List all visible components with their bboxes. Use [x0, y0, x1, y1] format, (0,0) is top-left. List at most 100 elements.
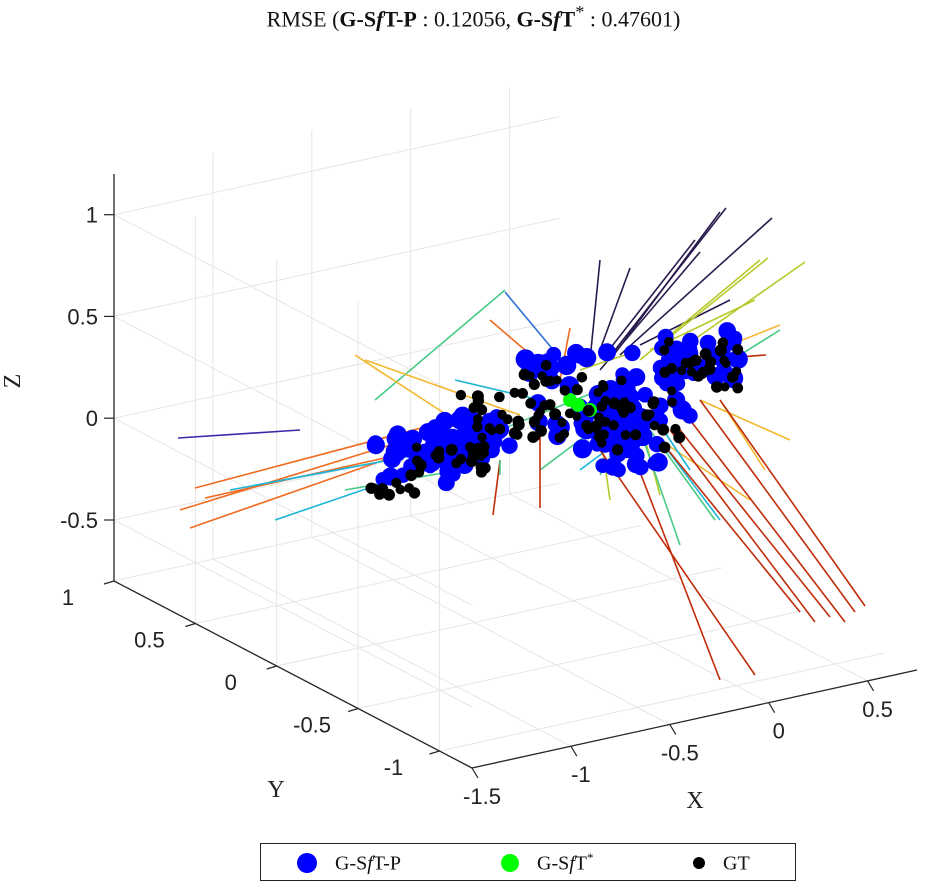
point-gt [667, 386, 677, 396]
gridline [195, 525, 641, 624]
point-gt [559, 385, 570, 396]
x-tick-label: -1 [571, 762, 591, 787]
point-gt [630, 429, 642, 441]
point-gt [376, 483, 389, 495]
error-segment [659, 439, 751, 501]
chart-title: RMSE (G-SfT-P : 0.12056, G-SfT* : 0.4760… [266, 2, 681, 32]
y-tick-label: -1 [384, 755, 404, 780]
y-tick [185, 622, 196, 628]
x-tick-label: -1.5 [463, 784, 501, 809]
gridline [113, 214, 473, 403]
y-tick [266, 665, 277, 670]
x-tick-label: -0.5 [661, 740, 699, 765]
y-tick [103, 580, 115, 585]
y-tick-label: -0.5 [293, 713, 331, 738]
y-axis-label: Y [267, 777, 284, 803]
point-gsftstar [563, 393, 577, 407]
point-gt [616, 375, 627, 386]
point-gt [620, 430, 631, 440]
error-segment [659, 439, 801, 613]
point-gsftp [572, 439, 593, 459]
point-gt [539, 400, 550, 411]
y-tick [429, 750, 440, 755]
legend-label: GT [723, 852, 750, 875]
point-gt [647, 398, 659, 410]
legend-label: G-SfT-P [335, 852, 401, 875]
error-segment [639, 429, 681, 546]
error-segment [599, 267, 631, 351]
point-gsftp [388, 425, 407, 444]
legend-marker [693, 857, 705, 869]
x-tick [768, 702, 776, 714]
point-gt [540, 376, 551, 387]
point-gt [582, 404, 595, 417]
point-gt [432, 451, 445, 464]
point-gsftp [387, 443, 407, 462]
legend-marker [501, 854, 519, 872]
gridline [113, 519, 473, 708]
y-axis-line [113, 580, 473, 769]
point-gsftp [632, 459, 649, 476]
y-tick-label: 0.5 [134, 628, 165, 653]
gridline [212, 558, 572, 747]
error-segment [659, 257, 769, 346]
point-gt [658, 441, 671, 454]
point-gt [732, 366, 742, 376]
point-gsftp [611, 462, 626, 478]
y-tick-label: 1 [62, 585, 74, 610]
point-gt [657, 423, 670, 436]
point-gt [616, 403, 626, 413]
point-gsftp [435, 411, 455, 431]
x-tick [669, 724, 677, 735]
z-tick-label: 0.5 [67, 304, 98, 329]
point-gt [689, 354, 702, 367]
point-gt [571, 384, 583, 396]
legend-item: GT [693, 844, 750, 882]
point-gt [451, 458, 462, 469]
x-axis-label: X [686, 788, 703, 814]
gridline [410, 515, 769, 704]
x-tick-label: 0 [773, 719, 785, 744]
gridline [311, 536, 671, 725]
y-tick [347, 707, 359, 713]
point-gt [732, 382, 744, 394]
point-gt [670, 423, 681, 435]
point-gt [721, 358, 731, 368]
point-gt [677, 365, 687, 376]
point-gt [512, 415, 525, 428]
point-gt [591, 419, 603, 432]
point-gt [494, 423, 506, 435]
y-tick-label: 0 [225, 670, 237, 695]
point-gt [600, 416, 611, 427]
error-segment [619, 217, 773, 356]
gridline [509, 493, 868, 682]
point-gt [509, 387, 520, 398]
error-segment [614, 207, 727, 351]
point-gsftp [681, 407, 698, 424]
point-gt [411, 455, 423, 466]
point-gt [535, 425, 547, 437]
x-tick [570, 745, 578, 757]
gridline [113, 319, 560, 419]
point-gsftp [624, 344, 641, 362]
point-gt [664, 337, 674, 347]
point-gt [576, 372, 588, 383]
point-gt [472, 421, 483, 433]
error-segment [604, 239, 696, 356]
error-segment [719, 399, 866, 607]
error-segment [699, 399, 856, 613]
point-gt [673, 431, 686, 444]
point-gt [528, 416, 541, 428]
point-gt [404, 483, 415, 494]
point-gt [518, 368, 531, 381]
point-gt [608, 420, 619, 431]
gridline [357, 610, 804, 709]
point-gt [475, 461, 487, 473]
gridline [276, 567, 722, 667]
point-gt [705, 356, 717, 368]
point-gt [597, 438, 607, 448]
legend-marker [297, 853, 317, 873]
point-gsftp [567, 343, 586, 362]
gridline [113, 217, 560, 317]
point-gt [692, 370, 704, 382]
